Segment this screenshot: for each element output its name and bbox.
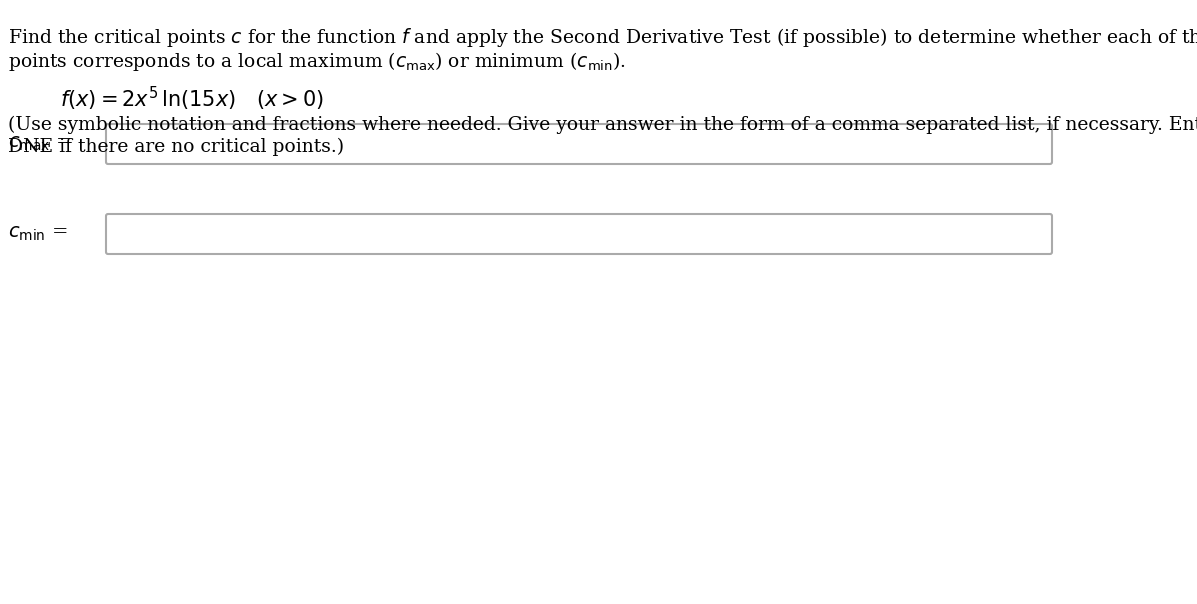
FancyBboxPatch shape (107, 124, 1052, 164)
Text: Find the critical points $c$ for the function $f$ and apply the Second Derivativ: Find the critical points $c$ for the fun… (8, 26, 1197, 49)
Text: points corresponds to a local maximum ($c_{\mathrm{max}}$) or minimum ($c_{\math: points corresponds to a local maximum ($… (8, 50, 626, 73)
Text: $f(x) = 2x^5\,\ln(15x) \quad (x > 0)$: $f(x) = 2x^5\,\ln(15x) \quad (x > 0)$ (60, 85, 324, 113)
Text: $c_{\mathrm{max}}$ =: $c_{\mathrm{max}}$ = (8, 135, 72, 153)
FancyBboxPatch shape (107, 214, 1052, 254)
Text: DNE if there are no critical points.): DNE if there are no critical points.) (8, 138, 344, 156)
Text: (Use symbolic notation and fractions where needed. Give your answer in the form : (Use symbolic notation and fractions whe… (8, 116, 1197, 134)
Text: $c_{\mathrm{min}}$ =: $c_{\mathrm{min}}$ = (8, 225, 67, 243)
